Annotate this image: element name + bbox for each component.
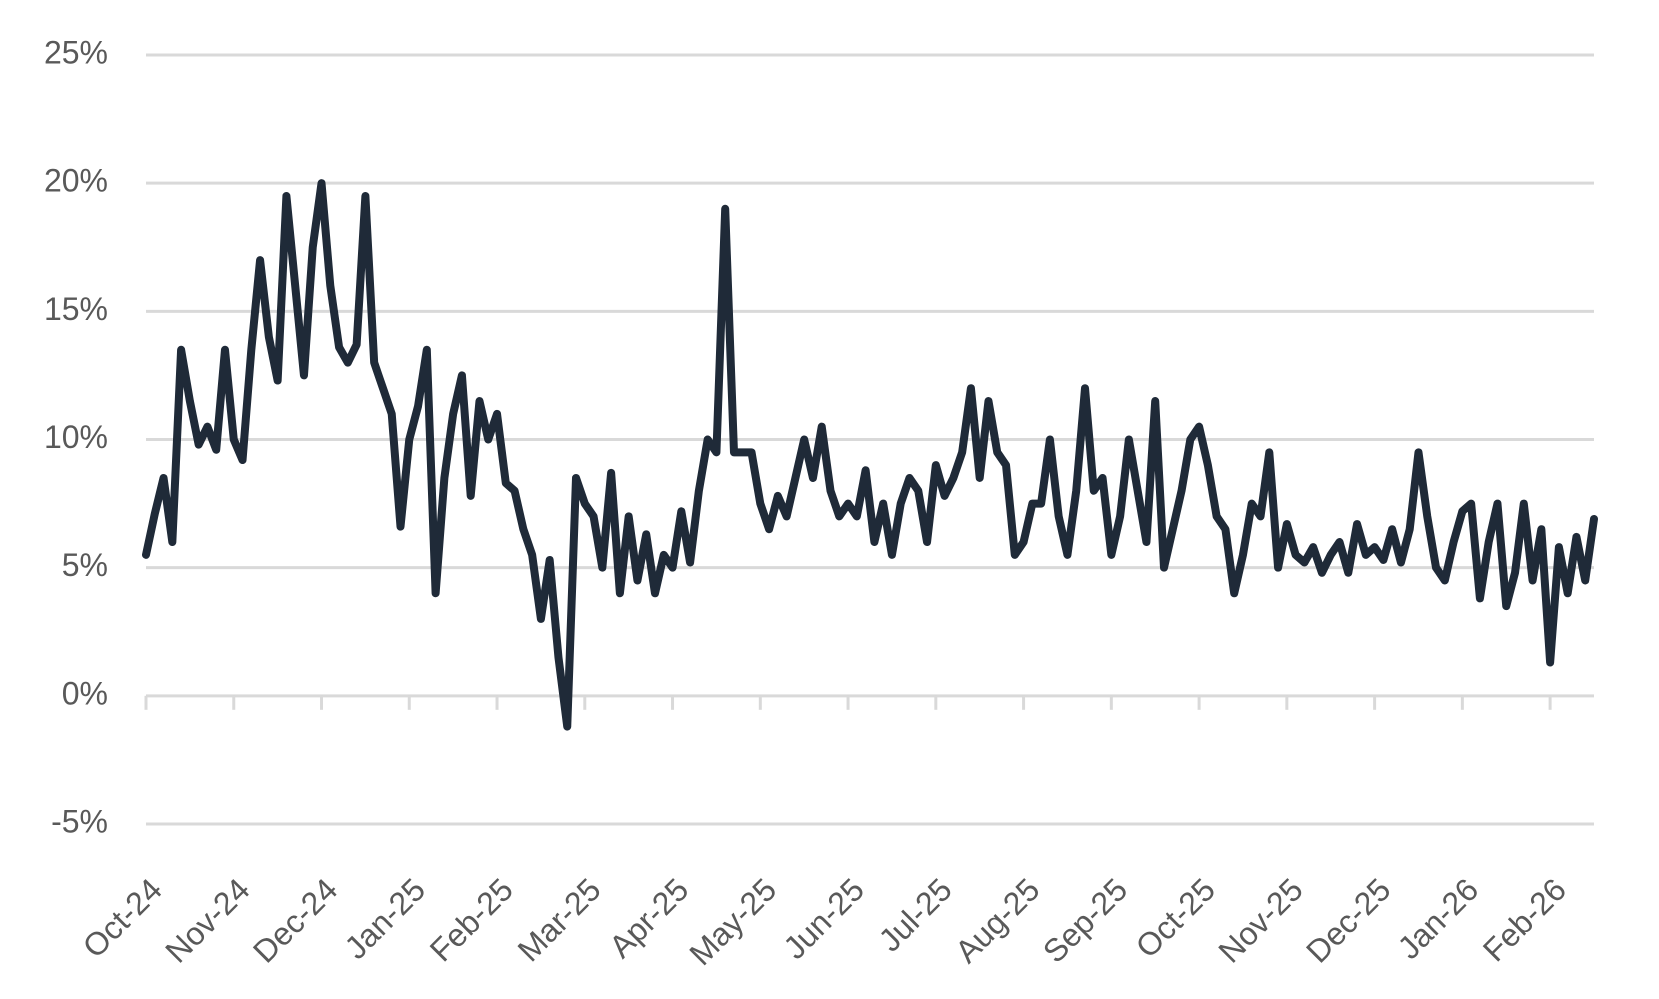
y-tick-label: 20% <box>44 163 108 199</box>
y-tick-label: 25% <box>44 34 108 70</box>
x-tick-label: Sep-25 <box>1036 871 1134 969</box>
x-tick-label: Feb-25 <box>423 871 520 968</box>
y-tick-label: 0% <box>62 675 108 711</box>
x-tick-label: Oct-24 <box>76 871 169 964</box>
x-tick-label: Jun-25 <box>776 871 871 966</box>
y-tick-label: -5% <box>51 803 108 839</box>
x-tick-label: Oct-25 <box>1129 871 1222 964</box>
x-tick-label: Jan-25 <box>338 871 433 966</box>
x-tick-label: Nov-25 <box>1211 871 1309 969</box>
x-tick-label: Feb-26 <box>1476 871 1573 968</box>
x-tick-label: Aug-25 <box>948 871 1046 969</box>
data-line <box>142 179 1598 731</box>
x-tick-label: Dec-24 <box>246 871 344 969</box>
x-tick-label: Apr-25 <box>602 871 695 964</box>
x-tick-label: Dec-25 <box>1299 871 1397 969</box>
x-tick-label: Nov-24 <box>158 871 256 969</box>
y-tick-label: 15% <box>44 291 108 327</box>
x-tick-label: Jul-25 <box>872 871 959 958</box>
x-tick-label: Jan-26 <box>1391 871 1486 966</box>
y-tick-label: 10% <box>44 419 108 455</box>
x-tick-label: May-25 <box>682 871 783 972</box>
y-tick-label: 5% <box>62 547 108 583</box>
x-tick-label: Mar-25 <box>511 871 608 968</box>
